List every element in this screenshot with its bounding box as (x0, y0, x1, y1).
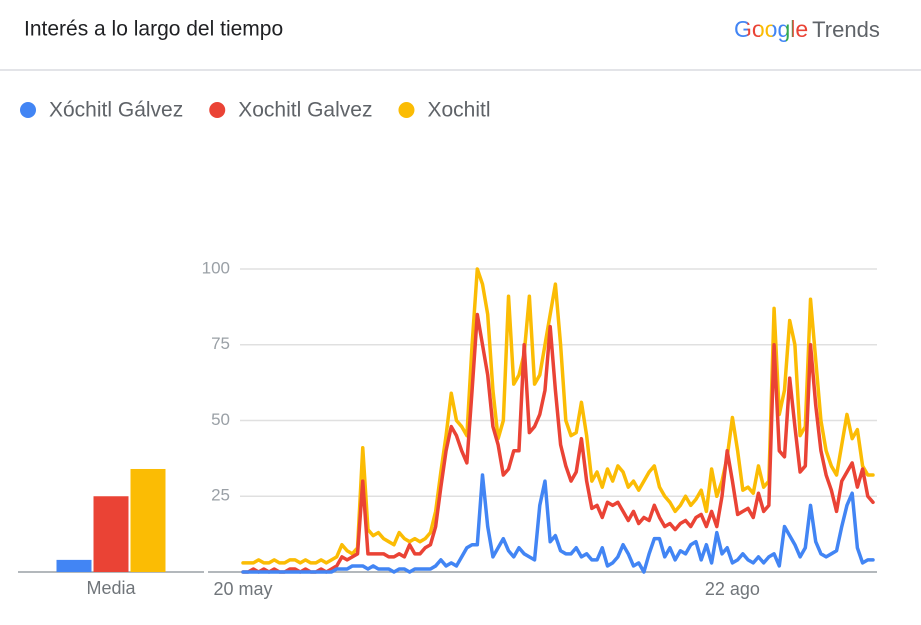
legend-swatch (209, 102, 226, 118)
x-tick-label: 20 may (213, 579, 272, 599)
legend-label: Xochitl Galvez (238, 99, 372, 122)
legend-swatch (398, 102, 415, 118)
brand-product: Trends (812, 17, 880, 42)
legend-label: Xóchitl Gálvez (49, 99, 183, 122)
legend-swatch (20, 102, 36, 118)
y-tick-label: 50 (211, 410, 230, 429)
bar (130, 468, 166, 572)
x-tick-label: Media (86, 578, 136, 598)
bar (93, 496, 129, 572)
brand-logo: Google (734, 16, 808, 42)
header-title: Interés a lo largo del tiempo (24, 18, 283, 41)
bar (56, 559, 92, 572)
y-tick-label: 75 (211, 334, 230, 353)
legend-label: Xochitl (427, 99, 490, 122)
y-tick-label: 25 (211, 486, 230, 505)
series-line (241, 473, 875, 574)
y-tick-label: 100 (202, 258, 230, 277)
series-line (241, 312, 875, 574)
x-tick-label: 22 ago (705, 579, 760, 599)
